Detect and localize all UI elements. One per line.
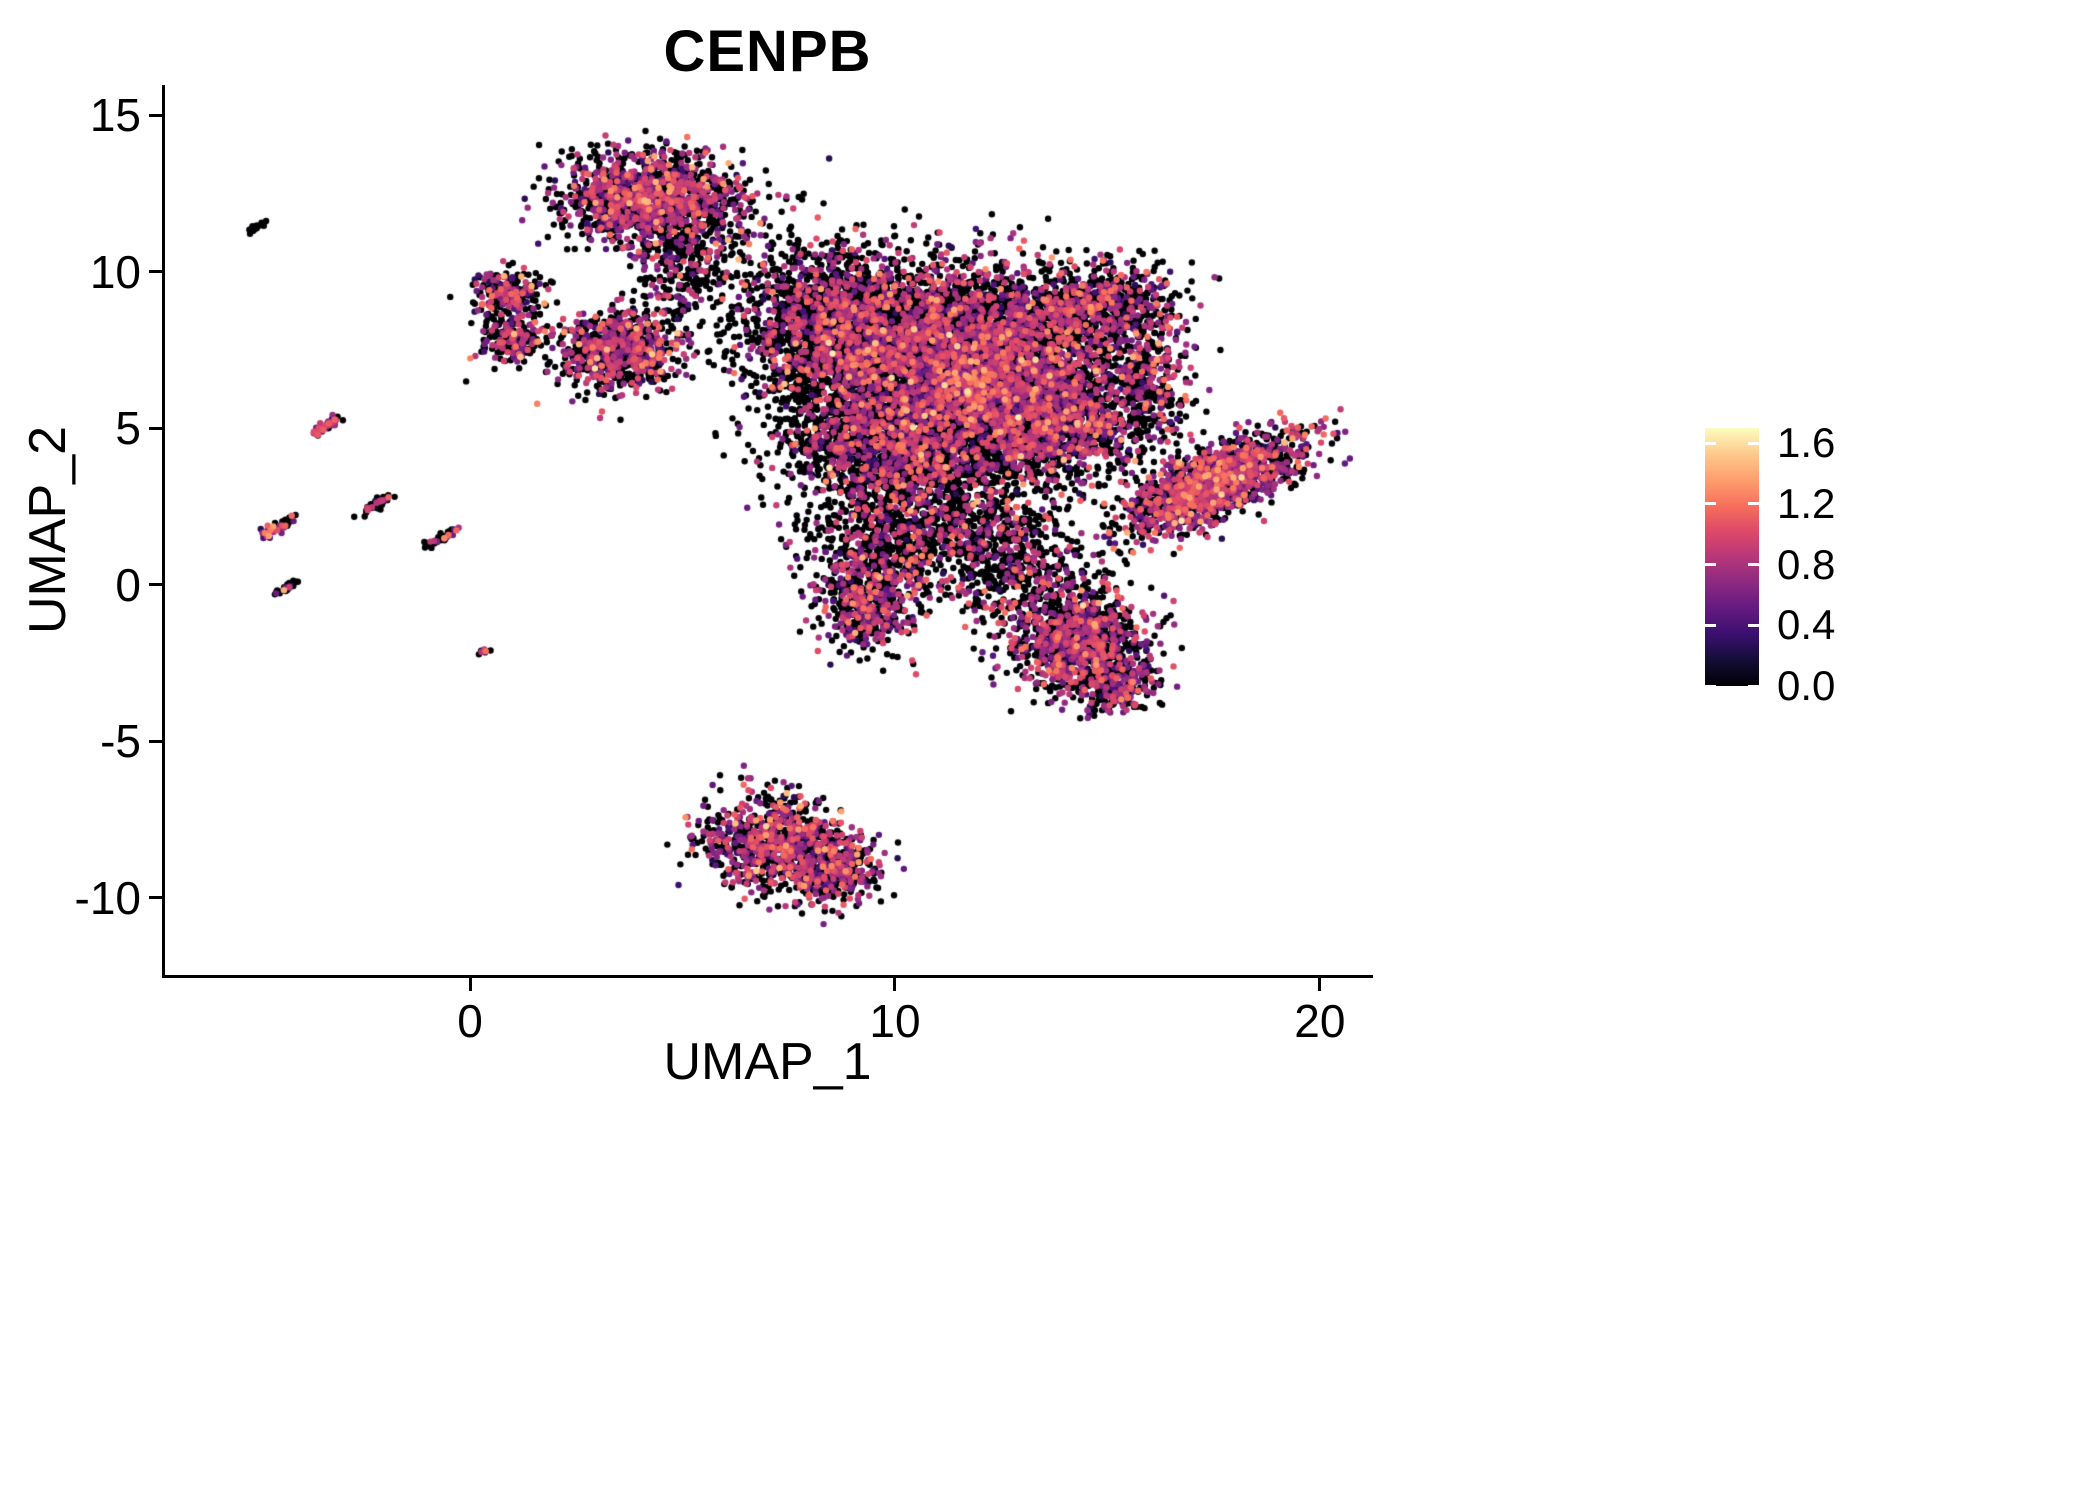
- colorbar-tick-label: 0.0: [1777, 662, 1836, 709]
- y-tick-label: 5: [115, 402, 141, 455]
- x-axis-title: UMAP_1: [663, 1033, 872, 1091]
- colorbar-tick-right: [1748, 623, 1759, 627]
- x-tick-label: 20: [1294, 995, 1346, 1047]
- y-tick-mark: [149, 113, 162, 117]
- colorbar-tick-right: [1748, 563, 1759, 567]
- colorbar-tick-left: [1705, 441, 1716, 445]
- colorbar-tick-left: [1705, 684, 1716, 688]
- y-tick-label: 0: [115, 558, 141, 611]
- y-axis-line: [162, 85, 165, 978]
- y-tick-mark: [149, 426, 162, 430]
- y-tick-mark: [149, 896, 162, 900]
- y-tick-label: -5: [100, 715, 141, 768]
- x-tick-mark: [1318, 978, 1322, 991]
- x-tick-label: 0: [457, 995, 483, 1047]
- colorbar-tick-label: 0.4: [1777, 601, 1836, 649]
- y-axis-title: UMAP_2: [19, 425, 77, 635]
- plot-title: CENPB: [663, 19, 872, 84]
- colorbar-tick-right: [1748, 684, 1759, 688]
- colorbar-tick-left: [1705, 563, 1716, 567]
- scatter-plot-canvas: [165, 85, 1370, 975]
- colorbar-tick-right: [1748, 502, 1759, 506]
- colorbar-gradient: [1705, 428, 1759, 686]
- colorbar-tick-right: [1748, 441, 1759, 445]
- x-tick-mark: [468, 978, 472, 991]
- colorbar-tick-left: [1705, 502, 1716, 506]
- colorbar-tick-label: 0.8: [1777, 540, 1836, 588]
- colorbar-tick-label: 1.6: [1777, 419, 1836, 467]
- y-tick-label: 15: [89, 89, 141, 142]
- colorbar-tick-label: 1.2: [1777, 479, 1836, 527]
- x-axis-line: [162, 975, 1373, 978]
- y-tick-label: -10: [74, 871, 141, 924]
- x-tick-mark: [893, 978, 897, 991]
- y-tick-mark: [149, 739, 162, 743]
- x-tick-label: 10: [869, 995, 921, 1047]
- y-tick-mark: [149, 270, 162, 274]
- y-tick-label: 10: [89, 245, 141, 298]
- colorbar-tick-left: [1705, 623, 1716, 627]
- y-tick-mark: [149, 583, 162, 587]
